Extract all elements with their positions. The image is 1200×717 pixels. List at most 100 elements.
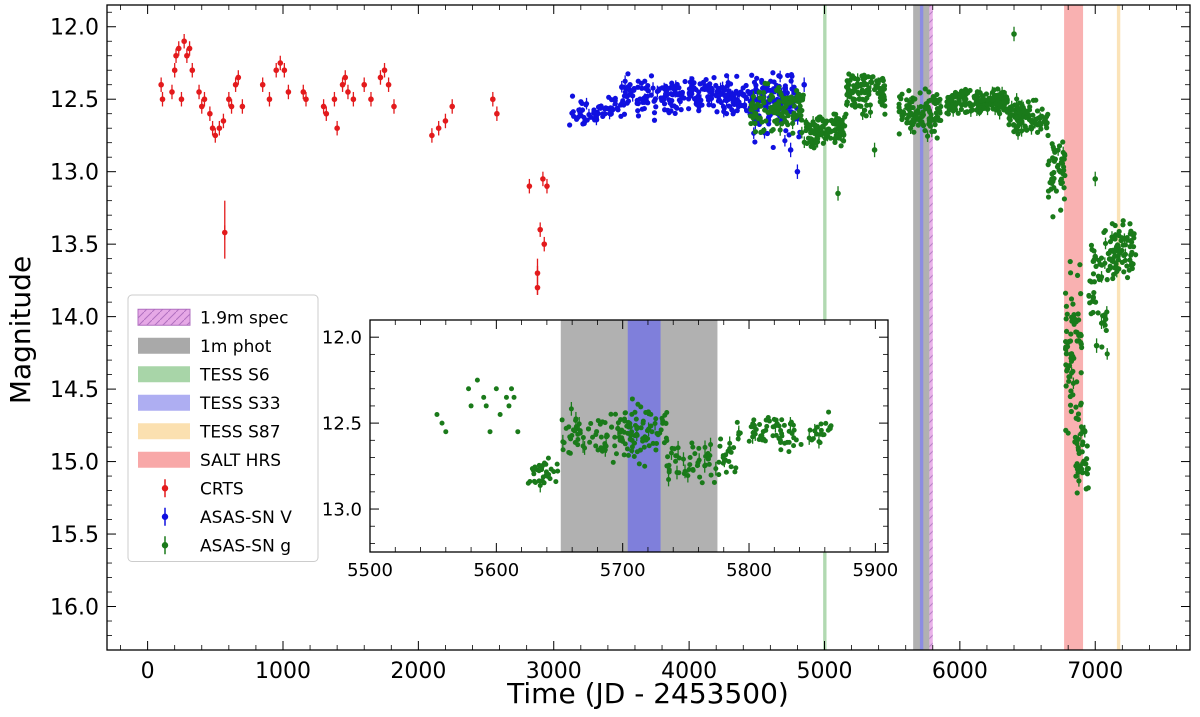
asas-sn-g-point xyxy=(956,100,962,106)
asas-sn-g-point xyxy=(1039,106,1045,112)
y-tick-label: 12.5 xyxy=(50,88,99,113)
inset-asas-sn-g-point xyxy=(434,412,440,418)
asas-sn-v-point xyxy=(670,85,676,92)
asas-sn-v-point xyxy=(625,71,631,77)
asas-sn-g-point xyxy=(1034,108,1041,114)
asas-sn-g-point xyxy=(1074,272,1081,279)
asas-sn-g-point xyxy=(856,103,862,109)
asas-sn-g-point xyxy=(1079,441,1086,448)
asas-sn-v-point xyxy=(696,108,702,114)
inset-data-points xyxy=(434,377,834,493)
asas-sn-v-point xyxy=(743,82,749,89)
asas-sn-g-point xyxy=(984,102,990,108)
inset-asas-sn-g-point xyxy=(764,423,770,429)
inset-asas-sn-g-point xyxy=(530,467,536,473)
inset-asas-sn-g-point xyxy=(560,447,566,453)
asas-sn-g-point xyxy=(944,110,950,116)
asas-sn-g-point xyxy=(1130,261,1136,267)
inset-asas-sn-g-point xyxy=(646,443,652,449)
asas-sn-v-point xyxy=(571,113,577,119)
asas-sn-g-point xyxy=(1091,290,1097,296)
inset-asas-sn-g-point xyxy=(731,445,737,451)
asas-sn-g-point xyxy=(790,130,796,136)
asas-sn-g-point xyxy=(1078,291,1084,297)
asas-sn-v-point xyxy=(734,73,740,79)
asas-sn-g-point xyxy=(870,74,876,80)
inset-asas-sn-g-point xyxy=(568,436,574,442)
inset-asas-sn-g-point xyxy=(559,417,565,423)
asas-sn-g-point xyxy=(850,97,856,103)
asas-sn-g-point xyxy=(923,101,929,107)
asas-sn-g-point xyxy=(831,111,837,117)
asas-sn-v-point xyxy=(664,92,670,98)
asas-sn-v-point xyxy=(678,107,684,113)
inset-asas-sn-g-point xyxy=(608,411,614,417)
asas-sn-g-point xyxy=(782,118,788,124)
asas-sn-g-point xyxy=(1075,311,1081,317)
asas-sn-v-point xyxy=(744,107,750,114)
inset-asas-sn-g-point xyxy=(623,410,629,416)
inset-asas-sn-g-point xyxy=(580,435,586,441)
asas-sn-g-point xyxy=(1048,178,1055,184)
asas-sn-g-point xyxy=(1116,228,1122,235)
span-salt-hrs xyxy=(1064,5,1084,650)
asas-sn-g-point xyxy=(847,94,853,100)
inset-asas-sn-g-point xyxy=(770,424,776,430)
inset-asas-sn-g-point xyxy=(777,438,783,444)
asas-sn-g-point xyxy=(753,111,759,117)
inset-asas-sn-g-point xyxy=(640,420,646,426)
plot-frame xyxy=(369,319,889,553)
legend-tess-s87-swatch xyxy=(138,423,190,440)
asas-sn-v-point xyxy=(695,97,701,104)
asas-sn-g-point xyxy=(1055,162,1061,168)
asas-sn-g-point xyxy=(779,110,785,117)
inset-asas-sn-g-point xyxy=(539,478,545,484)
main-axes: 0 1000 2000 3000 4000 5000 6000 7000 12.0 12.5 13.… xyxy=(50,4,1191,684)
asas-sn-g-point xyxy=(1084,471,1090,477)
asas-sn-v-point xyxy=(615,107,621,113)
asas-sn-g-point xyxy=(1133,252,1139,258)
asas-sn-g-point xyxy=(1078,466,1085,472)
asas-sn-g-point xyxy=(797,107,804,113)
asas-sn-v-point xyxy=(666,97,672,103)
asas-sn-g-point xyxy=(803,119,809,125)
inset-asas-sn-g-point xyxy=(751,422,757,428)
asas-sn-g-point xyxy=(1107,265,1113,271)
asas-sn-g-point xyxy=(1063,383,1069,389)
asas-sn-g-point xyxy=(763,118,769,124)
asas-sn-v-point xyxy=(624,100,630,106)
inset-asas-sn-g-point xyxy=(823,420,829,426)
asas-sn-g-point xyxy=(904,105,910,111)
asas-sn-v-point xyxy=(620,84,626,90)
asas-sn-g-point xyxy=(838,126,845,132)
asas-sn-g-point xyxy=(752,120,758,126)
asas-sn-g-point xyxy=(1089,247,1095,253)
asas-sn-g-point xyxy=(952,89,959,96)
asas-sn-g-point xyxy=(1058,207,1064,213)
asas-sn-g-point xyxy=(808,143,814,150)
asas-sn-g-point xyxy=(1085,485,1091,491)
inset-asas-sn-g-point xyxy=(786,449,792,455)
asas-sn-v-point xyxy=(661,101,668,107)
inset-asas-sn-g-point xyxy=(632,422,638,428)
asas-sn-g-point xyxy=(934,91,940,98)
inset-asas-sn-g-point xyxy=(648,411,654,417)
asas-sn-g-point xyxy=(752,129,759,135)
legend-asas-sn-g-marker xyxy=(161,542,169,549)
legend-asas-sn-v-label: ASAS-SN V xyxy=(200,508,292,528)
asas-sn-v-point xyxy=(627,92,633,98)
asas-sn-g-point xyxy=(1052,156,1058,162)
asas-sn-g-point xyxy=(1066,338,1072,345)
asas-sn-g-point xyxy=(1099,344,1105,350)
inset-asas-sn-g-point xyxy=(711,479,717,485)
inset-asas-sn-g-point xyxy=(554,461,560,467)
inset-asas-sn-g-point xyxy=(610,459,616,465)
inset-asas-sn-g-point xyxy=(612,411,618,417)
asas-sn-g-point xyxy=(775,110,781,116)
asas-sn-g-point xyxy=(1027,104,1033,110)
inset-asas-sn-g-point xyxy=(676,455,682,461)
asas-sn-g-point xyxy=(819,116,825,122)
asas-sn-v-point xyxy=(734,99,740,105)
inset-asas-sn-g-point xyxy=(817,440,823,446)
asas-sn-g-point xyxy=(1120,222,1126,228)
